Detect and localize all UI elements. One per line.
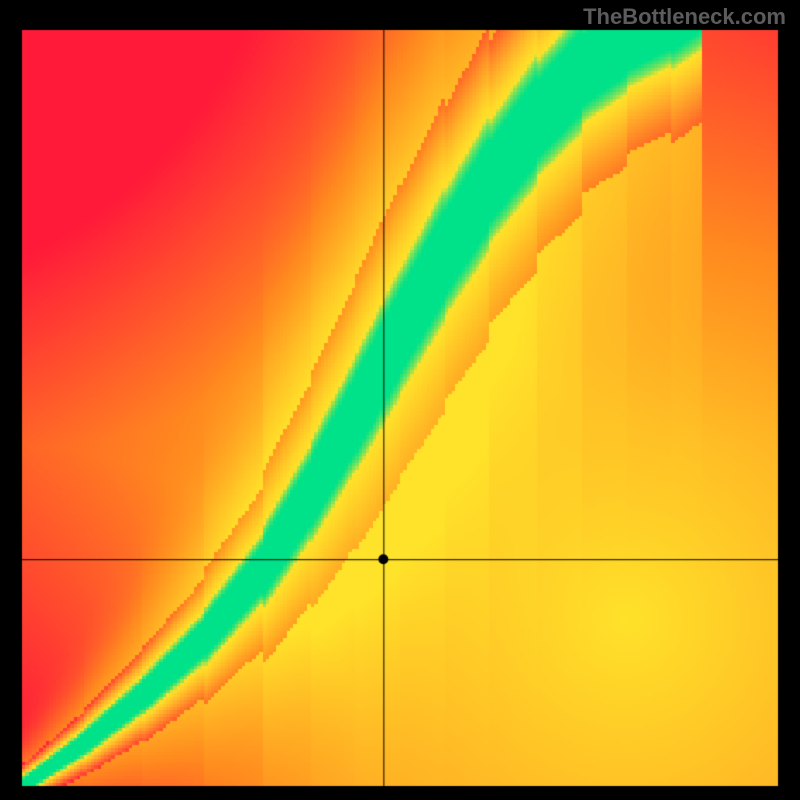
chart-container: TheBottleneck.com — [0, 0, 800, 800]
heatmap-canvas — [0, 0, 800, 800]
watermark-text: TheBottleneck.com — [583, 4, 786, 30]
